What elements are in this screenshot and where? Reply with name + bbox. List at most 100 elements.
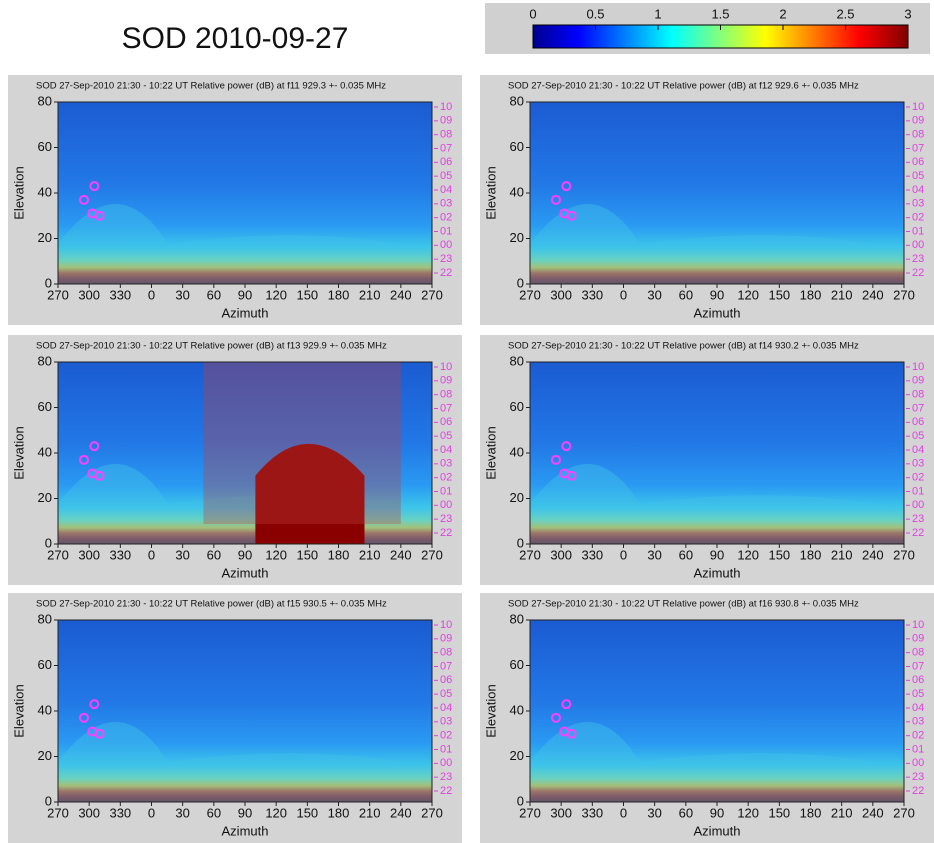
y-tick-label: 60 bbox=[38, 657, 52, 672]
hour-label: 10 bbox=[912, 619, 924, 631]
hour-label: 01 bbox=[912, 225, 924, 237]
y-tick-label: 60 bbox=[38, 399, 52, 414]
y-tick-label: 0 bbox=[45, 793, 52, 808]
source-marker bbox=[87, 208, 98, 219]
x-tick-label: 90 bbox=[710, 287, 724, 302]
x-tick-label: 330 bbox=[109, 547, 131, 562]
hour-label: 07 bbox=[912, 142, 924, 154]
heatmap-image bbox=[58, 102, 432, 284]
x-tick-label: 210 bbox=[831, 287, 853, 302]
x-tick-label: 60 bbox=[679, 547, 693, 562]
x-tick-label: 90 bbox=[710, 547, 724, 562]
x-tick-label: 240 bbox=[390, 547, 412, 562]
x-tick-label: 270 bbox=[47, 805, 69, 820]
y-tick-label: 20 bbox=[38, 490, 52, 505]
hour-label: 02 bbox=[912, 212, 924, 224]
hour-label: 22 bbox=[912, 785, 924, 797]
x-tick-label: 270 bbox=[893, 287, 915, 302]
x-tick-label: 210 bbox=[359, 287, 381, 302]
x-tick-label: 330 bbox=[109, 287, 131, 302]
source-marker bbox=[87, 468, 98, 479]
colorbar-tick-label: 1 bbox=[654, 6, 661, 21]
y-tick-label: 0 bbox=[45, 535, 52, 550]
source-marker bbox=[78, 454, 89, 465]
x-tick-label: 120 bbox=[737, 547, 759, 562]
hour-label: 23 bbox=[912, 771, 924, 783]
panel: SOD 27-Sep-2010 21:30 - 10:22 UT Relativ… bbox=[8, 75, 462, 325]
x-tick-label: 120 bbox=[737, 805, 759, 820]
y-tick-label: 0 bbox=[45, 275, 52, 290]
hour-label: 01 bbox=[912, 743, 924, 755]
hour-label: 09 bbox=[912, 115, 924, 127]
hour-label: 09 bbox=[440, 375, 452, 387]
x-tick-label: 330 bbox=[581, 547, 603, 562]
hour-label: 05 bbox=[440, 688, 452, 700]
x-tick-label: 300 bbox=[550, 287, 572, 302]
x-tick-label: 90 bbox=[238, 547, 252, 562]
x-tick-label: 150 bbox=[768, 547, 790, 562]
x-tick-label: 0 bbox=[148, 287, 155, 302]
y-tick-label: 20 bbox=[510, 490, 524, 505]
x-tick-label: 60 bbox=[679, 287, 693, 302]
x-tick-label: 30 bbox=[647, 805, 661, 820]
y-tick-label: 40 bbox=[38, 184, 52, 199]
x-tick-label: 120 bbox=[265, 547, 287, 562]
x-tick-label: 300 bbox=[78, 805, 100, 820]
y-axis-label: Elevation bbox=[11, 426, 26, 479]
hour-label: 06 bbox=[912, 416, 924, 428]
x-tick-label: 150 bbox=[768, 287, 790, 302]
source-marker bbox=[78, 194, 89, 205]
y-tick-label: 0 bbox=[517, 275, 524, 290]
y-axis-label: Elevation bbox=[483, 684, 498, 737]
x-tick-label: 270 bbox=[47, 547, 69, 562]
y-tick-label: 80 bbox=[38, 93, 52, 108]
hour-label: 08 bbox=[440, 389, 452, 401]
y-axis-label: Elevation bbox=[11, 684, 26, 737]
y-tick-label: 20 bbox=[38, 748, 52, 763]
x-tick-label: 240 bbox=[390, 805, 412, 820]
x-tick-label: 120 bbox=[265, 287, 287, 302]
x-axis-label: Azimuth bbox=[694, 823, 741, 838]
y-tick-label: 40 bbox=[510, 702, 524, 717]
source-marker bbox=[89, 181, 100, 192]
x-tick-label: 240 bbox=[862, 287, 884, 302]
heatmap-image bbox=[530, 620, 904, 802]
hour-label: 01 bbox=[440, 743, 452, 755]
x-tick-label: 120 bbox=[265, 805, 287, 820]
y-tick-label: 40 bbox=[38, 444, 52, 459]
x-tick-label: 240 bbox=[390, 287, 412, 302]
hour-label: 22 bbox=[440, 785, 452, 797]
hour-label: 08 bbox=[912, 647, 924, 659]
x-tick-label: 270 bbox=[519, 287, 541, 302]
hour-label: 04 bbox=[440, 702, 452, 714]
x-tick-label: 210 bbox=[359, 805, 381, 820]
y-tick-label: 80 bbox=[38, 611, 52, 626]
y-axis-label: Elevation bbox=[11, 166, 26, 219]
hour-label: 05 bbox=[912, 170, 924, 182]
source-marker bbox=[561, 441, 572, 452]
hour-label: 03 bbox=[912, 716, 924, 728]
hour-label: 09 bbox=[440, 115, 452, 127]
source-marker bbox=[550, 194, 561, 205]
x-tick-label: 180 bbox=[328, 805, 350, 820]
x-tick-label: 270 bbox=[893, 805, 915, 820]
x-tick-label: 180 bbox=[800, 805, 822, 820]
panel-title: SOD 27-Sep-2010 21:30 - 10:22 UT Relativ… bbox=[508, 599, 859, 610]
hour-label: 10 bbox=[440, 101, 452, 113]
hour-label: 10 bbox=[912, 361, 924, 373]
y-tick-label: 60 bbox=[510, 399, 524, 414]
y-tick-label: 20 bbox=[510, 748, 524, 763]
hour-label: 06 bbox=[440, 416, 452, 428]
hour-label: 23 bbox=[440, 771, 452, 783]
source-marker bbox=[550, 454, 561, 465]
x-tick-label: 150 bbox=[768, 805, 790, 820]
hour-label: 08 bbox=[440, 129, 452, 141]
source-marker bbox=[561, 699, 572, 710]
hour-label: 08 bbox=[912, 389, 924, 401]
hour-label: 09 bbox=[440, 633, 452, 645]
ground-clutter bbox=[530, 204, 904, 284]
x-axis-label: Azimuth bbox=[222, 823, 269, 838]
panel-title: SOD 27-Sep-2010 21:30 - 10:22 UT Relativ… bbox=[36, 81, 386, 92]
source-marker bbox=[78, 712, 89, 723]
